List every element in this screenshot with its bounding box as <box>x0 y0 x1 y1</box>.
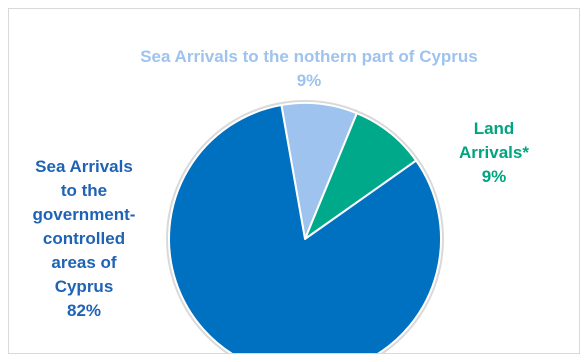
pie-slices <box>166 100 444 353</box>
pie-outer-ring <box>166 100 444 353</box>
label-sea-arrivals-north: Sea Arrivals to the nothern part of Cypr… <box>140 47 478 90</box>
label-land-arrivals: Land Arrivals* 9% <box>459 119 529 186</box>
chart-frame: Sea Arrivals to the nothern part of Cypr… <box>8 8 580 354</box>
label-sea-arrivals-government: Sea Arrivals to the government- controll… <box>32 157 136 320</box>
pie-chart <box>166 100 444 353</box>
pie-slice-2 <box>168 104 442 353</box>
